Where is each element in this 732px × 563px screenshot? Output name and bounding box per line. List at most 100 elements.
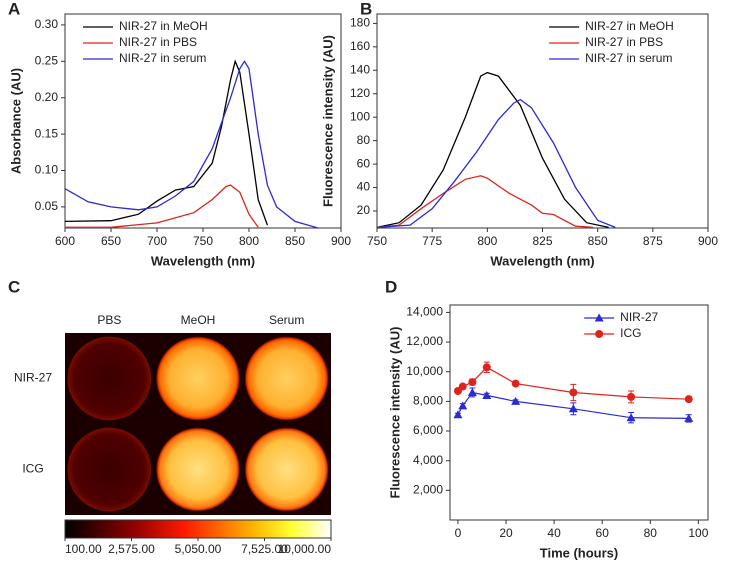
data-point <box>511 379 520 388</box>
column-label: MeOH <box>181 313 216 327</box>
x-tick-label: 20 <box>499 526 513 540</box>
panel-label: B <box>360 0 372 18</box>
y-tick-label: 12,000 <box>406 334 443 348</box>
colorbar-tick-label: 5,050.00 <box>175 542 222 556</box>
data-point <box>467 387 477 396</box>
panel-label: D <box>385 277 397 296</box>
y-tick-label: 10,000 <box>406 364 443 378</box>
x-tick-label: 80 <box>644 526 658 540</box>
plot-frame <box>64 13 342 229</box>
x-tick-label: 900 <box>331 234 351 248</box>
x-tick-label: 750 <box>193 234 213 248</box>
x-tick-label: 800 <box>239 234 259 248</box>
data-point <box>453 410 463 419</box>
data-point <box>458 382 467 391</box>
y-tick-label: 6,000 <box>413 423 443 437</box>
x-tick-label: 700 <box>147 234 167 248</box>
well <box>67 427 152 512</box>
panel-label: A <box>8 0 20 18</box>
x-tick-label: 850 <box>588 234 608 248</box>
panel-label: C <box>8 277 20 296</box>
data-point <box>627 392 636 401</box>
data-point <box>626 413 636 422</box>
series-line <box>376 175 594 229</box>
x-tick-label: 850 <box>285 234 305 248</box>
plot-frame <box>449 304 709 521</box>
y-tick-label: 4,000 <box>413 453 443 467</box>
series-line <box>65 184 259 228</box>
x-tick-label: 750 <box>367 234 387 248</box>
series-line <box>64 60 319 229</box>
x-tick-label: 600 <box>55 234 75 248</box>
y-tick-label: 2,000 <box>413 483 443 497</box>
y-tick-label: 160 <box>350 39 370 53</box>
y-tick-label: 0.25 <box>35 53 59 67</box>
y-tick-label: 0.15 <box>35 126 59 140</box>
y-tick-label: 100 <box>350 109 370 123</box>
well <box>244 336 329 421</box>
y-tick-label: 60 <box>357 156 371 170</box>
series-line <box>376 71 609 229</box>
x-axis-title: Wavelength (nm) <box>490 253 594 268</box>
well <box>244 427 329 512</box>
legend-label: NIR-27 in serum <box>119 51 206 65</box>
legend-label: NIR-27 in PBS <box>119 35 197 49</box>
colorbar <box>64 519 332 539</box>
y-tick-label: 8,000 <box>413 394 443 408</box>
x-tick-label: 60 <box>596 526 610 540</box>
x-tick-label: 650 <box>101 234 121 248</box>
y-tick-label: 14,000 <box>406 305 443 319</box>
y-tick-label: 40 <box>357 180 371 194</box>
y-tick-label: 0.10 <box>35 163 59 177</box>
series-line <box>64 59 269 226</box>
x-axis-title: Wavelength (nm) <box>151 253 255 268</box>
data-point <box>511 396 521 405</box>
data-point <box>482 390 492 399</box>
y-axis-title: Fluorescence intensity (AU) <box>387 327 402 499</box>
column-label: Serum <box>269 313 304 327</box>
x-tick-label: 875 <box>643 234 663 248</box>
x-tick-label: 800 <box>477 234 497 248</box>
well <box>156 336 240 421</box>
colorbar-tick-label: 7,525.00 <box>241 542 288 556</box>
well <box>67 336 152 421</box>
legend-label: NIR-27 in serum <box>585 51 672 65</box>
data-point <box>458 401 468 410</box>
data-point <box>568 404 578 413</box>
data-point <box>468 378 477 387</box>
colorbar-tick-label: 10,000.00 <box>278 542 332 556</box>
y-tick-label: 0.20 <box>35 90 59 104</box>
y-tick-label: 140 <box>350 62 370 76</box>
y-axis-title: Absorbance (AU) <box>8 68 23 174</box>
column-label: PBS <box>97 313 121 327</box>
data-point <box>684 395 693 404</box>
x-axis-title: Time (hours) <box>540 545 619 560</box>
y-tick-label: 0.30 <box>35 17 59 31</box>
data-point <box>569 388 578 397</box>
x-tick-label: 825 <box>532 234 552 248</box>
series-line <box>376 98 616 229</box>
legend-label: NIR-27 in MeOH <box>119 19 208 33</box>
y-tick-label: 20 <box>357 203 371 217</box>
y-tick-label: 120 <box>350 86 370 100</box>
data-point <box>684 413 694 422</box>
y-tick-label: 80 <box>357 133 371 147</box>
x-tick-label: 775 <box>422 234 442 248</box>
x-tick-label: 0 <box>455 526 462 540</box>
colorbar-tick-label: 100.00 <box>65 542 102 556</box>
x-tick-label: 40 <box>547 526 561 540</box>
legend-label: NIR-27 <box>620 310 658 324</box>
legend-label: NIR-27 in PBS <box>585 35 663 49</box>
y-axis-title: Fluorescence intensity (AU) <box>320 35 335 207</box>
legend-marker <box>594 313 604 322</box>
legend-label: ICG <box>620 326 641 340</box>
row-label: ICG <box>22 462 43 476</box>
row-label: NIR-27 <box>14 371 52 385</box>
legend-marker <box>595 330 604 338</box>
colorbar-tick-label: 2,575.00 <box>108 542 155 556</box>
legend-label: NIR-27 in MeOH <box>585 19 674 33</box>
data-point <box>482 363 491 372</box>
y-tick-label: 180 <box>350 16 370 30</box>
